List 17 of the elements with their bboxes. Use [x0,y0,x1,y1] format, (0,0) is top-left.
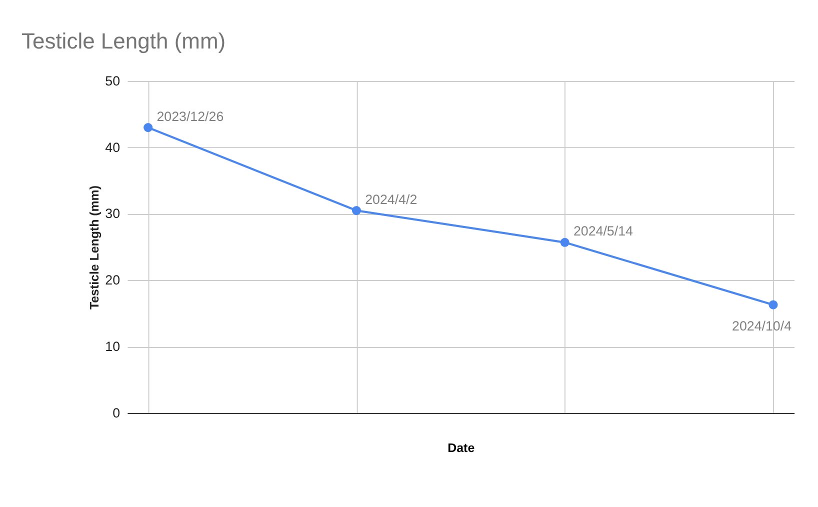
annotation: 2024/5/14 [573,224,634,239]
annotation: 2024/4/2 [365,192,418,207]
y-tick-label: 0 [112,405,120,420]
point [352,206,362,216]
x-axis-title: Date [448,440,475,455]
y-axis-title: Testicle Length (mm) [87,186,102,310]
y-tick-label: 20 [105,272,120,288]
y-tick-label: 30 [105,206,120,222]
annotation: 2024/10/4 [732,318,792,334]
y-tick-label: 10 [105,338,120,354]
chart-title: Testicle Length (mm) [21,28,226,54]
point [144,123,153,132]
point [560,238,570,247]
annotation: 2023/12/26 [156,108,224,124]
y-tick-label: 50 [105,73,120,88]
y-tick-label: 40 [105,140,120,155]
point [768,300,778,310]
